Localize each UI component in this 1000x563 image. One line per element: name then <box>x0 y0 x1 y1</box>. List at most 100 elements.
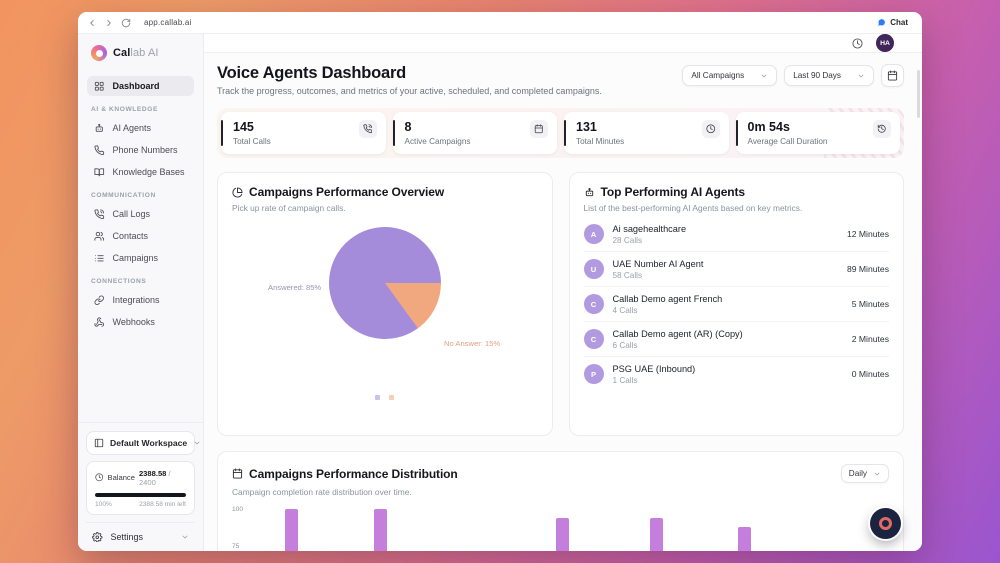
agent-calls: 4 Calls <box>612 305 638 315</box>
date-range-select[interactable]: Last 90 Days <box>784 65 874 86</box>
sidebar-item-knowledge-bases[interactable]: Knowledge Bases <box>87 162 194 182</box>
legend-marker-answered[interactable] <box>375 395 381 400</box>
stat-card-total-calls: 145 Total Calls <box>221 112 386 154</box>
scrollbar-thumb[interactable] <box>917 70 920 118</box>
distribution-bar[interactable] <box>555 517 569 551</box>
bar-chart-area: 100 75 <box>232 505 889 551</box>
agent-calls: 58 Calls <box>612 270 643 280</box>
widget-launcher-button[interactable] <box>870 508 901 539</box>
record-ring-icon <box>879 517 892 530</box>
chevron-down-icon <box>181 533 189 541</box>
balance-card: Balance 2388.58 / 2400 100% 2388.58 min … <box>86 460 195 515</box>
distribution-bar[interactable] <box>373 509 387 551</box>
top-bar: HA <box>204 34 922 53</box>
agent-name: Ai sagehealthcare <box>612 223 687 234</box>
chevron-down-icon <box>193 439 201 447</box>
stat-accent-bar <box>735 120 738 146</box>
sidebar-item-call-logs[interactable]: Call Logs <box>87 204 194 224</box>
overview-subtitle: Pick up rate of campaign calls. <box>232 203 346 213</box>
main-area: HA Voice Agents Dashboard Track the prog… <box>204 34 922 551</box>
link-icon <box>94 295 105 306</box>
stat-value: 145 <box>233 120 254 134</box>
page-subtitle: Track the progress, outcomes, and metric… <box>217 86 602 96</box>
agent-row-callab-demo-agent-french[interactable]: C Callab Demo agent French 4 Calls 5 Minute… <box>583 287 889 322</box>
logo-icon <box>91 45 107 61</box>
stat-label: Average Call Duration <box>747 137 828 146</box>
sidebar-item-settings[interactable]: Settings <box>86 521 195 552</box>
robot-icon <box>584 187 595 198</box>
top-agents-title: Top Performing AI Agents <box>600 185 746 199</box>
sidebar-item-integrations[interactable]: Integrations <box>87 290 194 310</box>
workspace-icon <box>94 438 104 448</box>
sidebar-item-ai-agents[interactable]: AI Agents <box>87 118 194 138</box>
sidebar-item-label: Webhooks <box>112 317 155 327</box>
distribution-bar[interactable] <box>738 526 752 551</box>
overview-panel: Campaigns Performance Overview Pick up r… <box>217 172 553 436</box>
sidebar-item-label: Phone Numbers <box>112 145 178 155</box>
sidebar-item-phone-numbers[interactable]: Phone Numbers <box>87 140 194 160</box>
agent-name: PSG UAE (Inbound) <box>612 363 696 374</box>
agent-row-callab-demo-agent-ar-copy[interactable]: C Callab Demo agent (AR) (Copy) 6 Calls 2 M… <box>583 322 889 357</box>
browser-toolbar: app.callab.ai Chat <box>78 12 922 34</box>
address-bar[interactable]: app.callab.ai <box>144 18 192 27</box>
campaign-filter-select[interactable]: All Campaigns <box>682 65 778 86</box>
refresh-icon[interactable] <box>121 18 131 28</box>
distribution-bar[interactable] <box>285 509 299 551</box>
workspace-switcher[interactable]: Default Workspace <box>86 430 200 455</box>
sidebar-item-label: Call Logs <box>112 209 151 219</box>
distribution-subtitle: Campaign completion rate distribution ov… <box>232 487 412 497</box>
sidebar-item-contacts[interactable]: Contacts <box>87 226 194 246</box>
balance-progress-fill <box>95 492 186 497</box>
y-axis-tick-75: 75 <box>232 543 240 550</box>
date-range-value: Last 90 Days <box>793 71 841 80</box>
stats-container: 145 Total Calls 8 Active Campaigns 131 Total … <box>217 108 904 158</box>
stat-card-total-minutes: 131 Total Minutes <box>564 112 729 154</box>
avatar[interactable]: HA <box>876 34 894 52</box>
stat-label: Total Minutes <box>576 137 625 146</box>
period-select[interactable]: Daily <box>840 464 889 483</box>
pie-legend <box>232 395 538 400</box>
distribution-bar[interactable] <box>650 517 664 551</box>
stat-card-average-call-duration: 0m 54s Average Call Duration <box>735 112 900 154</box>
top-agents-subtitle: List of the best-performing AI Agents ba… <box>583 203 803 213</box>
clock-icon <box>701 120 720 138</box>
agent-calls: 1 Calls <box>612 375 638 385</box>
phone-call-icon <box>94 209 105 220</box>
chat-button[interactable]: Chat <box>872 16 913 29</box>
sidebar-item-label: Contacts <box>112 231 149 241</box>
sidebar-nav: Dashboard AI & KNOWLEDGE AI Agents Phone Nu… <box>78 70 203 334</box>
sidebar: Callab AI Dashboard AI & KNOWLEDGE AI Agen… <box>78 34 204 551</box>
legend-marker-no-answer[interactable] <box>389 395 395 400</box>
agent-row-ai-sagehealthcare[interactable]: A Ai sagehealthcare 28 Calls 12 Minutes <box>583 217 889 252</box>
app-root: Callab AI Dashboard AI & KNOWLEDGE AI Agen… <box>78 34 922 551</box>
settings-label: Settings <box>110 531 144 542</box>
calendar-icon <box>887 70 898 81</box>
users-icon <box>94 231 105 242</box>
agent-row-psg-uae-inbound[interactable]: P PSG UAE (Inbound) 1 Calls 0 Minutes <box>583 357 889 391</box>
pie-chart-icon <box>232 186 243 198</box>
chat-icon <box>877 18 886 27</box>
campaign-filter-value: All Campaigns <box>691 71 745 80</box>
sidebar-item-webhooks[interactable]: Webhooks <box>87 312 194 332</box>
back-icon[interactable] <box>87 18 97 28</box>
calendar-icon <box>232 468 243 479</box>
sidebar-item-dashboard[interactable]: Dashboard <box>87 76 194 96</box>
balance-percent: 100% <box>95 500 112 508</box>
stat-accent-bar <box>392 120 395 146</box>
forward-icon[interactable] <box>104 18 114 28</box>
chevron-down-icon <box>760 72 768 80</box>
sidebar-section-ai-knowledge: AI & KNOWLEDGE <box>91 106 159 113</box>
app-logo[interactable]: Callab AI <box>78 34 203 70</box>
agent-name: Callab Demo agent (AR) (Copy) <box>612 328 743 339</box>
pie-chart[interactable] <box>328 227 441 339</box>
balance-amount: 2388.58 / 2400 <box>138 468 171 487</box>
history-icon[interactable] <box>852 37 863 49</box>
sidebar-item-label: AI Agents <box>112 123 152 133</box>
sidebar-section-communication: COMMUNICATION <box>91 192 156 199</box>
book-icon <box>94 167 105 178</box>
sidebar-item-campaigns[interactable]: Campaigns <box>87 248 194 268</box>
calendar-button[interactable] <box>881 64 904 87</box>
distribution-panel: Campaigns Performance Distribution Daily… <box>217 451 904 551</box>
agent-row-uae-number-ai-agent[interactable]: U UAE Number AI Agent 58 Calls 89 Minutes <box>583 252 889 287</box>
